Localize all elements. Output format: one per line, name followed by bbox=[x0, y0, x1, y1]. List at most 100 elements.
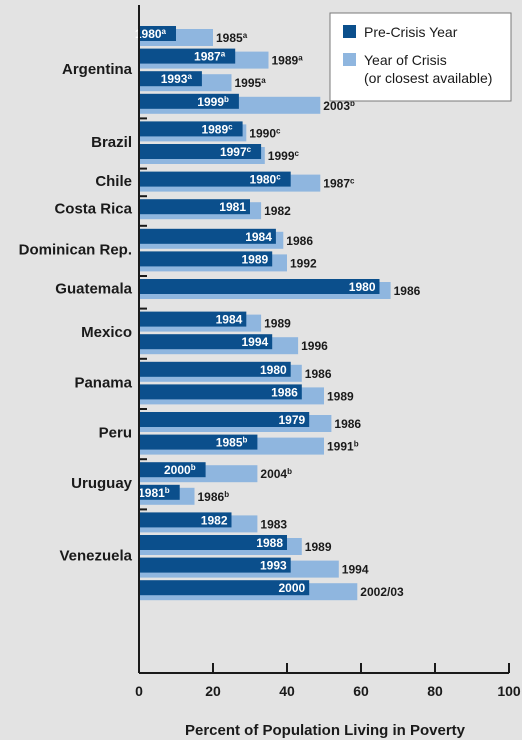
label-crisis-year: 1987c bbox=[323, 177, 355, 191]
x-tick-label: 40 bbox=[279, 683, 295, 699]
label-pre-crisis-year-year: 1989 bbox=[201, 122, 228, 136]
country-label: Costa Rica bbox=[54, 201, 132, 218]
label-crisis-year: 1983 bbox=[260, 517, 287, 531]
country-label: Brazil bbox=[91, 134, 132, 151]
label-pre-crisis-year: 1984 bbox=[216, 313, 243, 327]
country-label: Peru bbox=[99, 425, 132, 442]
label-pre-crisis-year-year: 2000 bbox=[164, 463, 191, 477]
country-label: Chile bbox=[95, 173, 132, 190]
country-label: Venezuela bbox=[59, 548, 132, 565]
label-crisis-year: 2003b bbox=[323, 99, 355, 113]
bar-pre-crisis-brazil-1 bbox=[139, 144, 262, 159]
label-crisis-year-footnote: c bbox=[295, 149, 300, 158]
label-crisis-year-year: 1986 bbox=[305, 367, 332, 381]
legend-label-crisis-sub: (or closest available) bbox=[364, 70, 492, 86]
label-crisis-year-year: 1991 bbox=[327, 440, 354, 454]
label-pre-crisis-year-year: 1980 bbox=[135, 27, 162, 41]
label-crisis-year: 1989 bbox=[264, 317, 291, 331]
label-pre-crisis-year-year: 1993 bbox=[161, 72, 188, 86]
label-crisis-year-year: 1989 bbox=[272, 54, 299, 68]
label-pre-crisis-year-footnote: b bbox=[165, 486, 170, 495]
x-axis-label: Percent of Population Living in Poverty bbox=[185, 722, 466, 739]
bar-pre-crisis-peru-0 bbox=[139, 412, 310, 427]
bar-pre-crisis-argentina-3 bbox=[139, 93, 239, 109]
label-crisis-year-footnote: b bbox=[287, 467, 292, 476]
bar-pre-crisis-dominican-rep--0 bbox=[139, 228, 276, 244]
legend-swatch-crisis bbox=[343, 53, 356, 66]
label-pre-crisis-year-year: 1984 bbox=[245, 230, 272, 244]
label-pre-crisis-year-footnote: a bbox=[162, 27, 167, 36]
label-crisis-year-year: 1986 bbox=[198, 490, 225, 504]
label-pre-crisis-year: 1979 bbox=[278, 413, 305, 427]
label-pre-crisis-year: 1980 bbox=[260, 363, 287, 377]
label-pre-crisis-year: 1980a bbox=[135, 27, 167, 41]
bar-pre-crisis-brazil-0 bbox=[139, 121, 243, 137]
label-pre-crisis-year: 1981 bbox=[219, 200, 246, 214]
bar-pre-crisis-uruguay-1 bbox=[139, 484, 180, 500]
label-crisis-year: 1982 bbox=[264, 204, 291, 218]
label-crisis-year: 1986b bbox=[198, 490, 230, 504]
bars-layer bbox=[139, 26, 391, 601]
label-pre-crisis-year-year: 1985 bbox=[216, 436, 243, 450]
label-crisis-year-footnote: a bbox=[243, 31, 248, 40]
bar-pre-crisis-venezuela-3 bbox=[139, 580, 310, 596]
bar-pre-crisis-panama-1 bbox=[139, 384, 302, 400]
bar-pre-crisis-panama-0 bbox=[139, 361, 291, 377]
x-tick-label: 0 bbox=[135, 683, 143, 699]
x-tick-label: 20 bbox=[205, 683, 221, 699]
label-crisis-year: 1985a bbox=[216, 31, 248, 45]
label-pre-crisis-year: 1987a bbox=[194, 50, 226, 64]
label-pre-crisis-year-footnote: c bbox=[247, 145, 252, 154]
label-crisis-year-year: 1995 bbox=[235, 76, 262, 90]
label-pre-crisis-year: 1986 bbox=[271, 385, 298, 399]
label-crisis-year-year: 1986 bbox=[286, 234, 313, 248]
bar-pre-crisis-argentina-2 bbox=[139, 71, 202, 87]
label-crisis-year-footnote: a bbox=[261, 76, 266, 85]
label-pre-crisis-year: 1999b bbox=[197, 95, 229, 109]
label-pre-crisis-year-year: 1980 bbox=[260, 363, 287, 377]
legend: Pre-Crisis Year Year of Crisis (or close… bbox=[329, 12, 512, 102]
bar-pre-crisis-argentina-1 bbox=[139, 48, 236, 64]
label-crisis-year-year: 1986 bbox=[394, 284, 421, 298]
legend-label-pre-crisis: Pre-Crisis Year bbox=[364, 24, 458, 40]
label-pre-crisis-year: 1993a bbox=[161, 72, 193, 86]
label-crisis-year: 1992 bbox=[290, 256, 317, 270]
country-label: Mexico bbox=[81, 324, 132, 341]
country-label: Panama bbox=[74, 374, 132, 391]
label-crisis-year-year: 1990 bbox=[249, 126, 276, 140]
label-crisis-year-year: 1983 bbox=[260, 517, 287, 531]
label-pre-crisis-year: 1993 bbox=[260, 559, 287, 573]
label-crisis-year: 1991b bbox=[327, 440, 359, 454]
label-pre-crisis-year-year: 1980 bbox=[250, 173, 277, 187]
label-pre-crisis-year-footnote: c bbox=[276, 173, 281, 182]
label-crisis-year: 1986 bbox=[286, 234, 313, 248]
label-crisis-year-year: 1986 bbox=[334, 417, 361, 431]
label-crisis-year: 1995a bbox=[235, 76, 267, 90]
legend-box bbox=[329, 12, 512, 102]
label-crisis-year-footnote: b bbox=[224, 490, 229, 499]
bar-pre-crisis-mexico-1 bbox=[139, 334, 273, 350]
label-pre-crisis-year-year: 1987 bbox=[194, 50, 221, 64]
label-pre-crisis-year-year: 1981 bbox=[219, 200, 246, 214]
bar-pre-crisis-chile-0 bbox=[139, 171, 291, 187]
label-crisis-year-footnote: b bbox=[354, 440, 359, 449]
label-crisis-year-year: 1987 bbox=[323, 177, 350, 191]
label-crisis-year-year: 1994 bbox=[342, 563, 369, 577]
label-crisis-year: 1996 bbox=[301, 339, 328, 353]
label-pre-crisis-year: 1985b bbox=[216, 436, 248, 450]
label-crisis-year-year: 1989 bbox=[305, 540, 332, 554]
label-crisis-year-footnote: c bbox=[350, 177, 355, 186]
label-pre-crisis-year: 1994 bbox=[241, 335, 268, 349]
label-crisis-year-year: 1982 bbox=[264, 204, 291, 218]
label-crisis-year: 1986 bbox=[394, 284, 421, 298]
label-pre-crisis-year-year: 1979 bbox=[278, 413, 305, 427]
label-crisis-year: 1994 bbox=[342, 563, 369, 577]
label-pre-crisis-year-footnote: b bbox=[224, 95, 229, 104]
label-pre-crisis-year: 1980c bbox=[250, 173, 282, 187]
label-crisis-year-year: 1985 bbox=[216, 31, 243, 45]
country-label: Uruguay bbox=[71, 475, 133, 492]
label-crisis-year: 1986 bbox=[305, 367, 332, 381]
label-pre-crisis-year-year: 1994 bbox=[241, 335, 268, 349]
